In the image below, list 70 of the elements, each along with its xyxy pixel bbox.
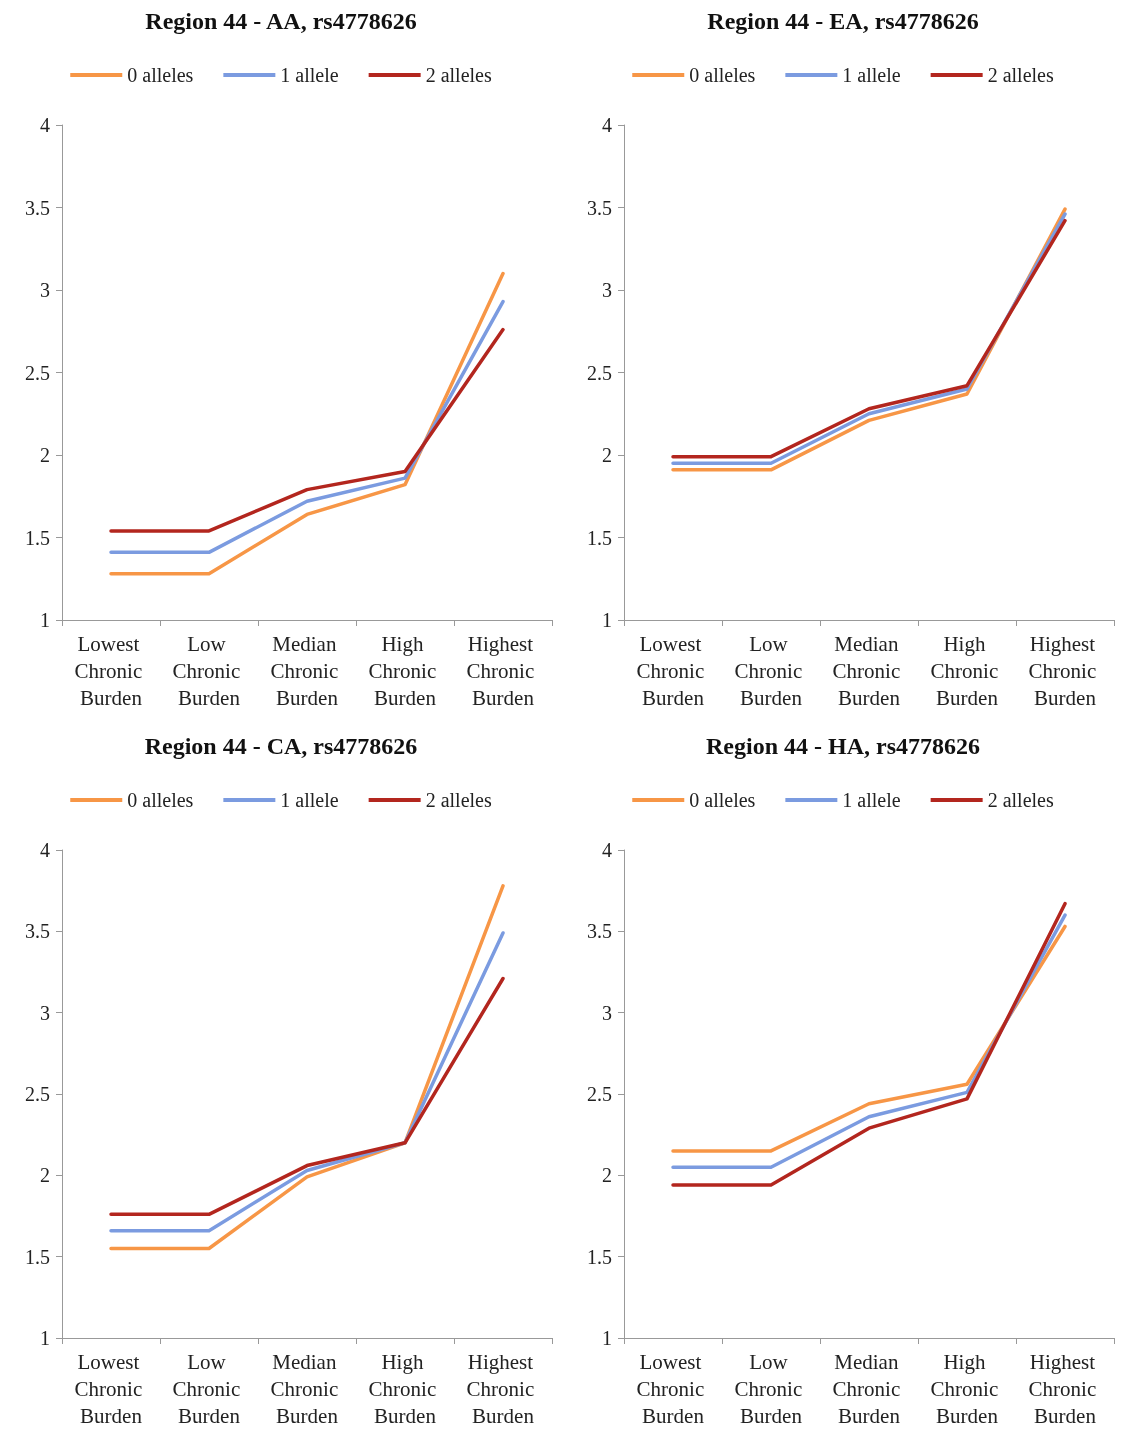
legend-label: 1 allele bbox=[842, 789, 901, 811]
line-series bbox=[109, 976, 505, 1217]
y-tick-label: 1.5 bbox=[25, 1245, 50, 1268]
legend-label: 2 alleles bbox=[425, 64, 492, 86]
x-tick-label: High Chronic Burden bbox=[930, 631, 1004, 710]
chart-title: Region 44 - CA, rs4778626 bbox=[144, 733, 418, 759]
legend-label: 2 alleles bbox=[425, 789, 492, 811]
y-tick-label: 1 bbox=[40, 609, 50, 631]
y-tick-label: 1.5 bbox=[25, 526, 50, 549]
chart-title: Region 44 - EA, rs4778626 bbox=[707, 8, 979, 34]
y-tick-label: 3.5 bbox=[587, 920, 612, 943]
x-tick-label: Lowest Chronic Burden bbox=[74, 631, 148, 710]
chart-title: Region 44 - AA, rs4778626 bbox=[145, 8, 417, 34]
y-tick-label: 1 bbox=[602, 609, 612, 631]
y-tick-label: 2.5 bbox=[25, 361, 50, 384]
x-tick-label: High Chronic Burden bbox=[930, 1349, 1004, 1428]
legend-label: 2 alleles bbox=[987, 64, 1054, 86]
legend-label: 0 alleles bbox=[689, 789, 756, 811]
x-tick-label: Median Chronic Burden bbox=[832, 631, 906, 710]
line-series bbox=[109, 327, 505, 533]
legend-label: 0 alleles bbox=[689, 64, 756, 86]
legend-label: 1 allele bbox=[280, 64, 339, 86]
y-tick-label: 1.5 bbox=[587, 1245, 612, 1268]
x-tick-label: Low Chronic Burden bbox=[734, 631, 808, 710]
y-tick-label: 3.5 bbox=[25, 196, 50, 219]
y-tick-label: 3.5 bbox=[25, 920, 50, 943]
y-tick-label: 3.5 bbox=[587, 196, 612, 219]
x-tick-label: Low Chronic Burden bbox=[172, 1349, 246, 1428]
y-tick-label: 3 bbox=[602, 1001, 612, 1024]
y-tick-label: 3 bbox=[602, 279, 612, 301]
y-tick-label: 2 bbox=[40, 444, 50, 466]
x-tick-label: Lowest Chronic Burden bbox=[636, 631, 710, 710]
x-tick-label: Lowest Chronic Burden bbox=[636, 1349, 710, 1428]
x-tick-label: Highest Chronic Burden bbox=[466, 1349, 540, 1428]
x-tick-label: High Chronic Burden bbox=[368, 1349, 442, 1428]
x-tick-label: Low Chronic Burden bbox=[172, 631, 246, 710]
line-series bbox=[109, 299, 505, 555]
y-tick-label: 3 bbox=[40, 279, 50, 301]
y-tick-label: 4 bbox=[40, 114, 50, 136]
line-series bbox=[109, 884, 505, 1251]
legend-label: 0 alleles bbox=[127, 789, 194, 811]
x-tick-label: Highest Chronic Burden bbox=[1028, 631, 1102, 710]
x-tick-label: Highest Chronic Burden bbox=[1028, 1349, 1102, 1428]
y-tick-label: 2.5 bbox=[587, 361, 612, 384]
x-tick-label: High Chronic Burden bbox=[368, 631, 442, 710]
line-series bbox=[109, 271, 505, 576]
legend-label: 1 allele bbox=[280, 789, 339, 811]
x-tick-label: Low Chronic Burden bbox=[734, 1349, 808, 1428]
legend-label: 0 alleles bbox=[127, 64, 194, 86]
y-tick-label: 2 bbox=[602, 1164, 612, 1187]
y-tick-label: 4 bbox=[602, 839, 612, 861]
y-tick-label: 4 bbox=[602, 114, 612, 136]
legend-label: 2 alleles bbox=[987, 789, 1054, 811]
y-tick-label: 1 bbox=[602, 1327, 612, 1349]
y-tick-label: 2.5 bbox=[587, 1083, 612, 1105]
x-tick-label: Highest Chronic Burden bbox=[466, 631, 540, 710]
x-tick-label: Lowest Chronic Burden bbox=[74, 1349, 148, 1428]
y-tick-label: 1.5 bbox=[587, 526, 612, 549]
y-tick-label: 4 bbox=[40, 839, 50, 861]
y-tick-label: 2 bbox=[40, 1164, 50, 1187]
x-tick-label: Median Chronic Burden bbox=[270, 631, 344, 710]
y-tick-label: 1 bbox=[40, 1327, 50, 1349]
line-series bbox=[109, 931, 505, 1233]
x-tick-label: Median Chronic Burden bbox=[270, 1349, 344, 1428]
y-tick-label: 2 bbox=[602, 444, 612, 466]
legend-label: 1 allele bbox=[842, 64, 901, 86]
y-tick-label: 3 bbox=[40, 1001, 50, 1024]
x-tick-label: Median Chronic Burden bbox=[832, 1349, 906, 1428]
y-tick-label: 2.5 bbox=[25, 1083, 50, 1105]
chart-title: Region 44 - HA, rs4778626 bbox=[706, 733, 980, 759]
